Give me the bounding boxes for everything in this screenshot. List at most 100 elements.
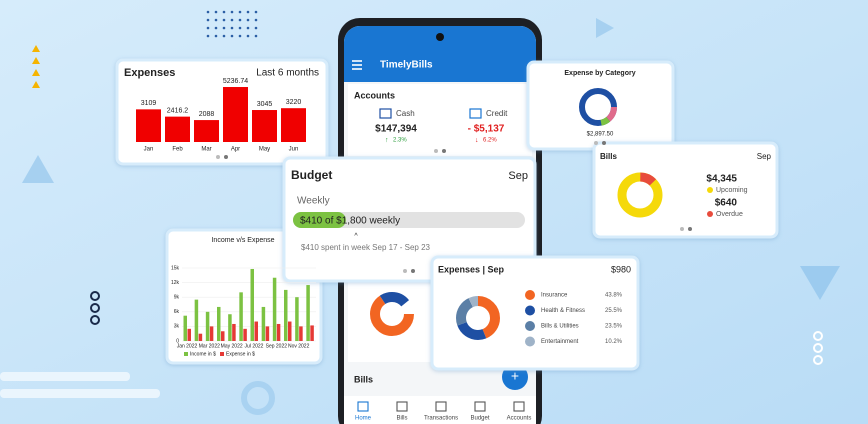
nav-icon[interactable] <box>435 401 447 412</box>
bar <box>284 289 288 341</box>
deco-dot <box>206 18 210 22</box>
deco-dot <box>238 18 242 22</box>
pager-dot <box>594 141 598 145</box>
phone-donut <box>370 292 414 336</box>
bar <box>187 328 191 341</box>
deco-circles <box>813 331 823 365</box>
nav-label[interactable]: Budget <box>470 416 489 422</box>
deco-dot <box>246 10 250 14</box>
nav-icon[interactable] <box>357 401 369 412</box>
bar <box>272 277 277 341</box>
value-label: 2088 <box>199 111 215 118</box>
category-icon <box>525 336 535 347</box>
label: 6.2% <box>483 138 497 144</box>
x-tick-label: Mar 2022 <box>199 343 220 349</box>
label: Entertainment <box>541 339 579 345</box>
deco-dots <box>206 10 258 38</box>
deco-dot <box>206 26 210 30</box>
nav-label[interactable]: Bills <box>396 416 407 422</box>
bar <box>252 110 277 142</box>
label: Budget <box>291 168 332 182</box>
deco-dot <box>214 18 218 22</box>
deco-dot <box>246 34 250 38</box>
bills-donut <box>617 172 663 218</box>
bar <box>221 331 225 341</box>
label: Sep <box>508 170 528 182</box>
bar <box>232 323 236 341</box>
value-label: 5236.74 <box>223 78 248 85</box>
menu-icon[interactable] <box>352 60 362 70</box>
deco-dot <box>222 26 226 30</box>
legend-label: Income in $ <box>190 351 216 357</box>
label: Sep <box>757 152 772 161</box>
label: Expense by Category <box>564 70 635 77</box>
nav-icon[interactable] <box>474 401 486 412</box>
y-tick-label: 12k <box>171 280 180 286</box>
nav-label[interactable]: Home <box>355 416 372 422</box>
category-donut <box>579 88 617 126</box>
bar <box>288 321 292 341</box>
budget-track <box>293 212 525 228</box>
label: Credit <box>486 109 508 118</box>
x-tick-label: Feb <box>172 147 183 153</box>
x-tick-label: Sep 2022 <box>266 343 288 349</box>
deco-bar <box>0 389 160 398</box>
x-tick-label: May 2022 <box>221 343 243 349</box>
camera <box>436 33 444 41</box>
deco-dot <box>206 34 210 38</box>
nav-icon[interactable] <box>396 401 408 412</box>
label: $980 <box>611 264 631 274</box>
bar <box>299 326 303 341</box>
deco-dot <box>222 10 226 14</box>
bar <box>165 116 190 142</box>
nav-label[interactable]: Transactions <box>424 416 458 422</box>
bar <box>209 326 214 341</box>
deco-dot <box>254 34 258 38</box>
deco-dot <box>238 26 242 30</box>
pager-dot <box>434 149 438 153</box>
deco-dot <box>230 26 234 30</box>
nav-label[interactable]: Accounts <box>507 416 532 422</box>
value-label: 3045 <box>257 101 273 108</box>
label: Last 6 months <box>256 68 319 79</box>
deco-dot <box>206 10 210 14</box>
x-tick-label: Jan 2022 <box>177 343 198 349</box>
deco-circles <box>90 291 100 325</box>
bottom-nav <box>344 396 536 424</box>
label: TimelyBills <box>380 60 433 71</box>
pager-dot <box>216 155 220 159</box>
label: 10.2% <box>605 339 623 345</box>
label: $147,394 <box>375 124 417 135</box>
x-tick-label: Apr <box>231 147 240 153</box>
deco-dot <box>230 18 234 22</box>
y-tick-label: 0 <box>176 338 179 344</box>
label: $2,897.50 <box>587 132 614 138</box>
bar <box>265 326 270 341</box>
legend-dot <box>707 211 713 217</box>
add-icon[interactable]: + <box>511 368 519 384</box>
deco-dot <box>214 26 218 30</box>
change-arrow: ↑ <box>385 137 389 144</box>
bar <box>306 285 310 341</box>
label: Weekly <box>297 196 330 207</box>
pager-dot <box>680 227 684 231</box>
bar <box>228 314 232 341</box>
x-tick-label: Jun <box>289 147 299 153</box>
bar <box>243 328 247 341</box>
label: $640 <box>715 198 738 209</box>
y-tick-label: 9k <box>174 295 180 301</box>
label: Cash <box>396 109 415 118</box>
nav-icon[interactable] <box>513 401 525 412</box>
app-bar <box>344 26 536 82</box>
bar <box>183 315 187 341</box>
deco-dot <box>254 10 258 14</box>
deco-triangle <box>22 155 54 183</box>
deco-dot <box>222 18 226 22</box>
label: Health & Fitness <box>541 308 585 314</box>
legend-label: Expense in $ <box>226 351 255 357</box>
bar <box>295 297 299 341</box>
y-tick-label: 15k <box>171 265 180 271</box>
label: Bills <box>600 152 617 161</box>
x-tick-label: Jan <box>144 147 154 153</box>
